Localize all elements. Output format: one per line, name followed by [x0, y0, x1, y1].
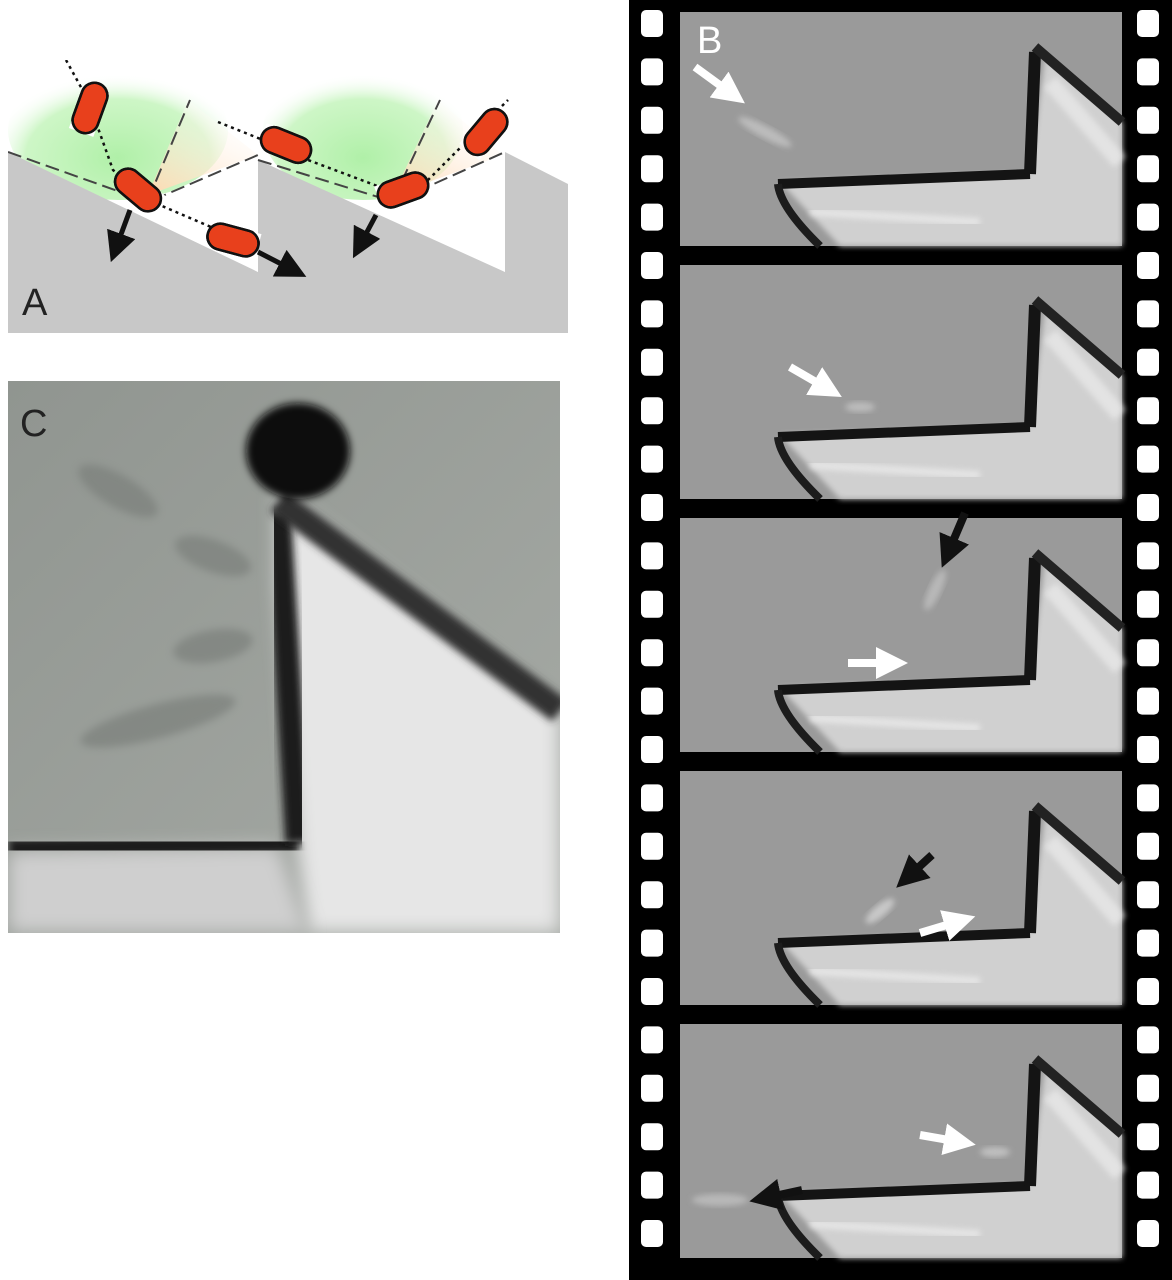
film-sprocket-hole	[1137, 494, 1159, 521]
film-sprocket-hole	[1137, 832, 1159, 860]
direction-arrows	[107, 209, 381, 277]
film-sprocket-hole	[641, 10, 663, 37]
panel-b-filmstrip: B	[629, 0, 1172, 1280]
film-sprocket-hole	[1137, 106, 1159, 134]
orange-zone-1	[148, 100, 258, 195]
panel-c-micrograph: C	[8, 381, 560, 933]
film-frame-4	[680, 771, 1122, 1005]
film-sprocket-hole	[1137, 1074, 1159, 1102]
film-sprocket-hole	[1137, 348, 1159, 376]
film-sprocket-hole	[641, 832, 663, 860]
zone-boundaries	[8, 99, 506, 201]
film-sprocket-hole	[641, 445, 663, 473]
sprocket-holes-right	[1137, 10, 1159, 1247]
film-sprocket-hole	[641, 1074, 663, 1102]
film-sprocket-hole	[1137, 542, 1159, 570]
wall-edge-bottom	[8, 832, 299, 860]
film-sprocket-hole	[1137, 10, 1159, 37]
film-sprocket-hole	[1137, 252, 1159, 279]
film-sprocket-hole	[641, 155, 663, 183]
wall-corner	[246, 403, 350, 499]
film-sprocket-hole	[1137, 590, 1159, 618]
film-sprocket-hole	[1137, 58, 1159, 86]
film-sprocket-hole	[1137, 155, 1159, 183]
schematic-drawing	[8, 60, 568, 333]
film-sprocket-hole	[641, 978, 663, 1005]
cell-4	[257, 123, 313, 165]
cell-5	[374, 171, 430, 212]
film-sprocket-hole	[641, 929, 663, 957]
film-sprocket-hole	[1137, 881, 1159, 909]
film-sprocket-hole	[641, 203, 663, 231]
orange-zone-2	[393, 100, 503, 195]
film-sprocket-hole	[641, 784, 663, 812]
film-sprocket-hole	[1137, 978, 1159, 1005]
film-sprocket-hole	[1137, 784, 1159, 812]
sprocket-holes-left	[641, 10, 663, 1247]
cell-2	[113, 167, 167, 217]
white-arrow-icon	[787, 363, 842, 398]
sawtooth-wall	[8, 152, 568, 333]
wall-edge-diagonal	[270, 490, 560, 722]
film-sprocket-hole	[1137, 736, 1159, 763]
film-sprocket-hole	[1137, 1026, 1159, 1054]
panel-a-schematic: A	[8, 60, 568, 333]
black-arrow-icon	[749, 1178, 803, 1211]
film-sprocket-hole	[1137, 1220, 1159, 1247]
film-sprocket-hole	[1137, 300, 1159, 328]
film-sprocket-hole	[641, 494, 663, 521]
panel-label-c: C	[20, 403, 48, 445]
cell-3	[206, 222, 262, 260]
wall-interior	[278, 491, 560, 933]
floor-region	[8, 846, 308, 933]
film-sprocket-hole	[1137, 1123, 1159, 1151]
white-arrow-icon	[919, 1123, 976, 1156]
film-sprocket-hole	[1137, 203, 1159, 231]
film-sprocket-hole	[641, 1123, 663, 1151]
film-sprocket-hole	[641, 348, 663, 376]
panel-label-a: A	[22, 282, 48, 324]
film-sprocket-hole	[1137, 445, 1159, 473]
film-frame-1	[680, 12, 1122, 246]
micrograph-image	[8, 381, 560, 933]
film-sprocket-hole	[641, 58, 663, 86]
white-arrow-icon	[918, 910, 976, 941]
black-arrow-icon	[939, 511, 969, 568]
film-sprocket-hole	[1137, 397, 1159, 425]
film-sprocket-hole	[641, 252, 663, 279]
film-sprocket-hole	[641, 736, 663, 763]
film-frame-2	[680, 265, 1122, 499]
film-sprocket-hole	[641, 590, 663, 618]
film-sprocket-hole	[641, 687, 663, 715]
film-sprocket-hole	[641, 1171, 663, 1199]
film-frame-5	[680, 1024, 1122, 1258]
film-sprocket-hole	[641, 542, 663, 570]
cell-traces	[78, 464, 253, 748]
film-sprocket-hole	[641, 397, 663, 425]
film-frame-3	[680, 513, 1122, 752]
film-sprocket-hole	[1137, 929, 1159, 957]
film-sprocket-hole	[1137, 639, 1159, 667]
film-sprocket-hole	[1137, 687, 1159, 715]
film-sprocket-hole	[641, 1026, 663, 1054]
filmstrip	[629, 0, 1172, 1280]
film-sprocket-hole	[641, 300, 663, 328]
film-sprocket-hole	[641, 881, 663, 909]
wall-wedge-2	[393, 152, 505, 272]
panel-label-b: B	[697, 20, 723, 62]
wall-edge-vertical	[265, 510, 311, 844]
film-sprocket-hole	[641, 1220, 663, 1247]
white-arrow-icon	[692, 63, 745, 104]
film-sprocket-hole	[641, 639, 663, 667]
black-arrow-icon	[896, 852, 935, 888]
cell-6	[459, 107, 509, 161]
film-sprocket-hole	[641, 106, 663, 134]
cell-1	[68, 81, 109, 137]
film-sprocket-hole	[1137, 1171, 1159, 1199]
